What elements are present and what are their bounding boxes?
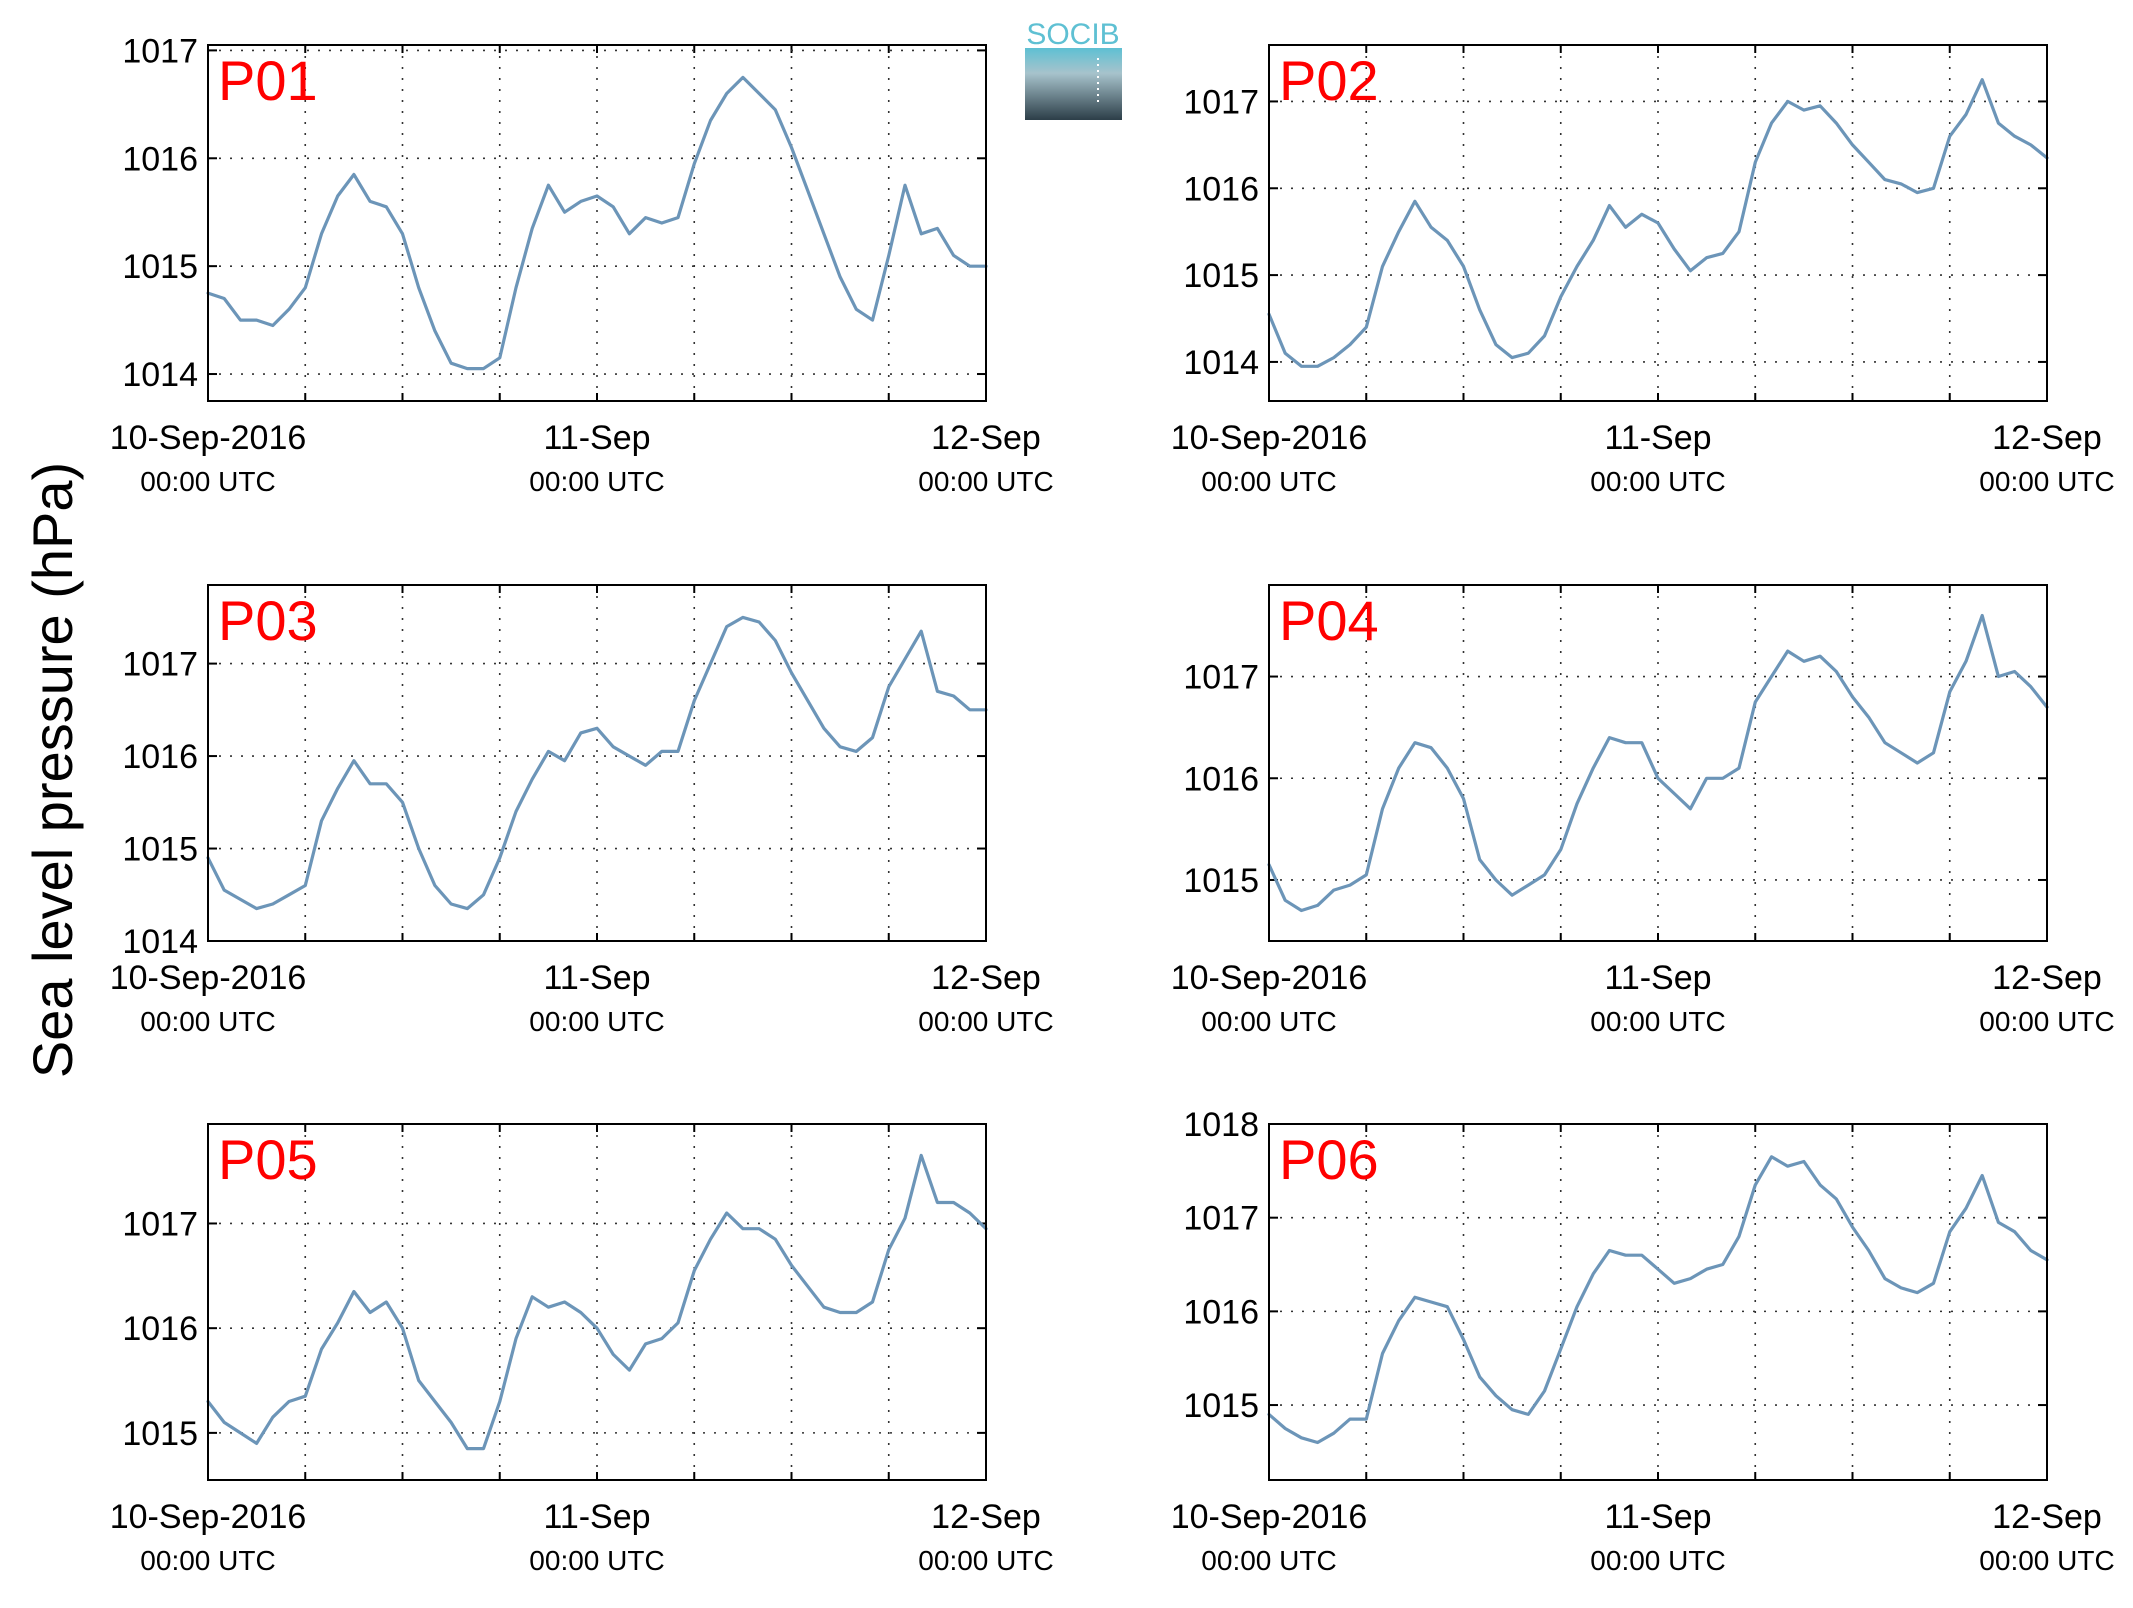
y-tick-label: 1014 [122, 923, 198, 961]
panel-p01: 1014 1015 1016 1017 P01 10-Sep-2016 00:00 UTC 1… [110, 32, 1054, 497]
x-tick-sublabel: 00:00 UTC [918, 1006, 1053, 1037]
panel-p02: 1014 1015 1016 1017 P02 10-Sep-2016 00:00 UTC 1… [1171, 44, 2115, 497]
x-tick-sublabel: 00:00 UTC [1201, 1545, 1336, 1576]
x-tick-sublabel: 00:00 UTC [1201, 1006, 1336, 1037]
x-tick-label: 11-Sep [1604, 1498, 1711, 1536]
y-tick-label: 1018 [1183, 1106, 1259, 1144]
y-tick-label: 1016 [122, 140, 198, 178]
plot-frame [207, 1123, 987, 1481]
y-tick-label: 1015 [122, 831, 198, 869]
x-tick-sublabel: 00:00 UTC [918, 1545, 1053, 1576]
series-line-p04 [1267, 613, 2049, 913]
series-line-p03 [206, 615, 988, 911]
y-tick-label: 1015 [122, 1415, 198, 1453]
x-tick-sublabel: 00:00 UTC [1590, 1006, 1725, 1037]
plot-frame [1268, 584, 2048, 942]
x-tick-label: 12-Sep [1992, 959, 2102, 997]
socib-logo: SOCIB [1025, 18, 1122, 120]
x-tick-sublabel: 00:00 UTC [918, 466, 1053, 497]
y-tick-label: 1015 [1183, 1387, 1259, 1425]
plot-frame [1268, 1123, 2048, 1481]
y-tick-label: 1017 [122, 32, 198, 70]
x-tick-label: 10-Sep-2016 [110, 1498, 307, 1536]
y-tick-label: 1016 [122, 1310, 198, 1348]
y-tick-label: 1016 [122, 738, 198, 776]
y-tick-label: 1017 [122, 646, 198, 684]
panel-p06: 1015 1016 1017 1018 P06 10-Sep-2016 00:00 UTC 1… [1171, 1106, 2115, 1576]
y-tick-label: 1016 [1183, 170, 1259, 208]
x-tick-label: 10-Sep-2016 [1171, 959, 1368, 997]
x-tick-label: 11-Sep [543, 419, 650, 457]
series-line-p02 [1267, 78, 2049, 368]
x-tick-label: 12-Sep [931, 419, 1041, 457]
panel-label: P01 [218, 49, 318, 112]
x-tick-label: 12-Sep [931, 1498, 1041, 1536]
x-tick-label: 11-Sep [543, 959, 650, 997]
x-tick-sublabel: 00:00 UTC [1979, 1545, 2114, 1576]
panel-label: P06 [1279, 1128, 1379, 1191]
x-tick-sublabel: 00:00 UTC [140, 466, 275, 497]
panel-label: P05 [218, 1128, 318, 1191]
y-tick-label: 1017 [1183, 659, 1259, 697]
y-tick-label: 1015 [122, 248, 198, 286]
x-tick-sublabel: 00:00 UTC [1979, 466, 2114, 497]
x-tick-sublabel: 00:00 UTC [1201, 466, 1336, 497]
x-tick-sublabel: 00:00 UTC [140, 1006, 275, 1037]
x-tick-label: 12-Sep [931, 959, 1041, 997]
x-tick-sublabel: 00:00 UTC [529, 1545, 664, 1576]
x-tick-sublabel: 00:00 UTC [140, 1545, 275, 1576]
y-axis-title: Sea level pressure (hPa) [21, 462, 84, 1078]
x-tick-label: 10-Sep-2016 [110, 419, 307, 457]
socib-logo-text: SOCIB [1026, 18, 1119, 51]
series-line-p01 [206, 75, 988, 371]
plot-frame [207, 584, 987, 942]
x-tick-sublabel: 00:00 UTC [529, 466, 664, 497]
series-line-p06 [1267, 1155, 2049, 1445]
x-tick-label: 11-Sep [1604, 959, 1711, 997]
panel-label: P04 [1279, 589, 1379, 652]
y-tick-label: 1017 [122, 1205, 198, 1243]
x-tick-sublabel: 00:00 UTC [1590, 466, 1725, 497]
y-tick-label: 1014 [122, 356, 198, 394]
socib-logo-block [1025, 48, 1122, 120]
x-tick-label: 12-Sep [1992, 419, 2102, 457]
x-tick-sublabel: 00:00 UTC [529, 1006, 664, 1037]
plot-frame [207, 44, 987, 402]
y-tick-label: 1017 [1183, 83, 1259, 121]
panel-p04: 1015 1016 1017 P04 10-Sep-2016 00:00 UTC 11-Se… [1171, 584, 2115, 1037]
x-tick-label: 10-Sep-2016 [1171, 1498, 1368, 1536]
panel-label: P02 [1279, 49, 1379, 112]
y-tick-label: 1017 [1183, 1200, 1259, 1238]
x-tick-label: 11-Sep [1604, 419, 1711, 457]
x-tick-label: 12-Sep [1992, 1498, 2102, 1536]
x-tick-label: 10-Sep-2016 [1171, 419, 1368, 457]
panel-p03: 1014 1015 1016 1017 P03 10-Sep-2016 00:00 UTC 1… [110, 584, 1054, 1037]
x-tick-sublabel: 00:00 UTC [1979, 1006, 2114, 1037]
x-tick-label: 10-Sep-2016 [110, 959, 307, 997]
y-tick-label: 1015 [1183, 862, 1259, 900]
y-tick-label: 1016 [1183, 760, 1259, 798]
y-tick-label: 1015 [1183, 257, 1259, 295]
plot-frame [1268, 44, 2048, 402]
series-line-p05 [206, 1153, 988, 1451]
y-tick-label: 1016 [1183, 1293, 1259, 1331]
x-tick-label: 11-Sep [543, 1498, 650, 1536]
panel-label: P03 [218, 589, 318, 652]
y-tick-label: 1014 [1183, 344, 1259, 382]
panel-p05: 1015 1016 1017 P05 10-Sep-2016 00:00 UTC 11-Se… [110, 1123, 1054, 1576]
x-tick-sublabel: 00:00 UTC [1590, 1545, 1725, 1576]
